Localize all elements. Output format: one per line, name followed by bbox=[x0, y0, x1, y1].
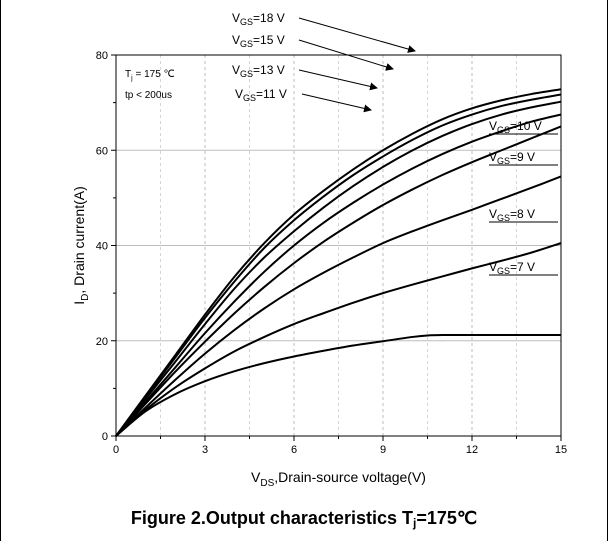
annotation-arrow bbox=[298, 69, 378, 91]
annotation-label: VGS=18 V bbox=[232, 11, 285, 27]
annotation-label: VGS=10 V bbox=[489, 119, 542, 135]
note-tj: Tj = 175 ℃ bbox=[125, 69, 175, 82]
curve-5 bbox=[115, 175, 562, 437]
annotation-7: VGS=7 V bbox=[489, 260, 558, 276]
x-tick-label: 9 bbox=[380, 444, 386, 456]
annotation-label: VGS=7 V bbox=[489, 260, 535, 276]
y-axis-label: ID, Drain current(A) bbox=[71, 186, 91, 304]
annotation-0: VGS=18 V bbox=[232, 11, 416, 53]
y-tick-label: 0 bbox=[102, 431, 108, 443]
curve-6 bbox=[115, 242, 562, 437]
annotation-arrow bbox=[301, 93, 372, 113]
grid-lines bbox=[116, 55, 561, 436]
annotation-arrow bbox=[298, 17, 416, 53]
axis-labels: VDS,Drain-source voltage(V) ID, Drain cur… bbox=[71, 186, 426, 489]
x-tick-label: 15 bbox=[555, 444, 567, 456]
annotation-3: VGS=11 V bbox=[235, 87, 372, 113]
axes bbox=[111, 54, 562, 441]
annotation-label: VGS=11 V bbox=[235, 87, 287, 103]
x-tick-label: 0 bbox=[113, 444, 119, 456]
annotation-label: VGS=15 V bbox=[232, 33, 285, 49]
y-tick-label: 20 bbox=[96, 336, 108, 348]
curve-4 bbox=[115, 125, 562, 437]
annotation-2: VGS=13 V bbox=[232, 63, 378, 91]
annotation-6: VGS=8 V bbox=[489, 207, 558, 223]
x-tick-label: 6 bbox=[291, 444, 297, 456]
tick-labels: 0 3 6 9 12 15 0 20 40 60 80 bbox=[96, 50, 567, 456]
annotation-label: VGS=13 V bbox=[232, 63, 285, 79]
annotation-label: VGS=9 V bbox=[489, 150, 535, 166]
curve-0 bbox=[115, 88, 562, 437]
annotation-1: VGS=15 V bbox=[232, 33, 394, 71]
annotation-4: VGS=10 V bbox=[489, 119, 558, 135]
y-tick-label: 40 bbox=[96, 241, 108, 253]
annotation-arrow bbox=[298, 39, 394, 71]
annotation-label: VGS=8 V bbox=[489, 207, 535, 223]
curves bbox=[115, 88, 562, 437]
curve-7 bbox=[115, 334, 561, 437]
curve-1 bbox=[115, 93, 562, 437]
annotation-5: VGS=9 V bbox=[489, 150, 558, 166]
x-tick-label: 12 bbox=[466, 444, 478, 456]
note-tp: tp < 200us bbox=[125, 90, 172, 101]
y-tick-label: 80 bbox=[96, 50, 108, 62]
figure-caption: Figure 2.Output characteristics Tj=175℃ bbox=[130, 508, 478, 530]
curve-annotations: VGS=18 V VGS=15 V VGS=13 V VGS=11 V VGS=10 V… bbox=[125, 11, 558, 276]
x-tick-label: 3 bbox=[202, 444, 208, 456]
y-tick-label: 60 bbox=[96, 145, 108, 157]
curve-3 bbox=[115, 113, 562, 437]
x-axis-label: VDS,Drain-source voltage(V) bbox=[251, 469, 426, 489]
curve-2 bbox=[115, 100, 562, 437]
